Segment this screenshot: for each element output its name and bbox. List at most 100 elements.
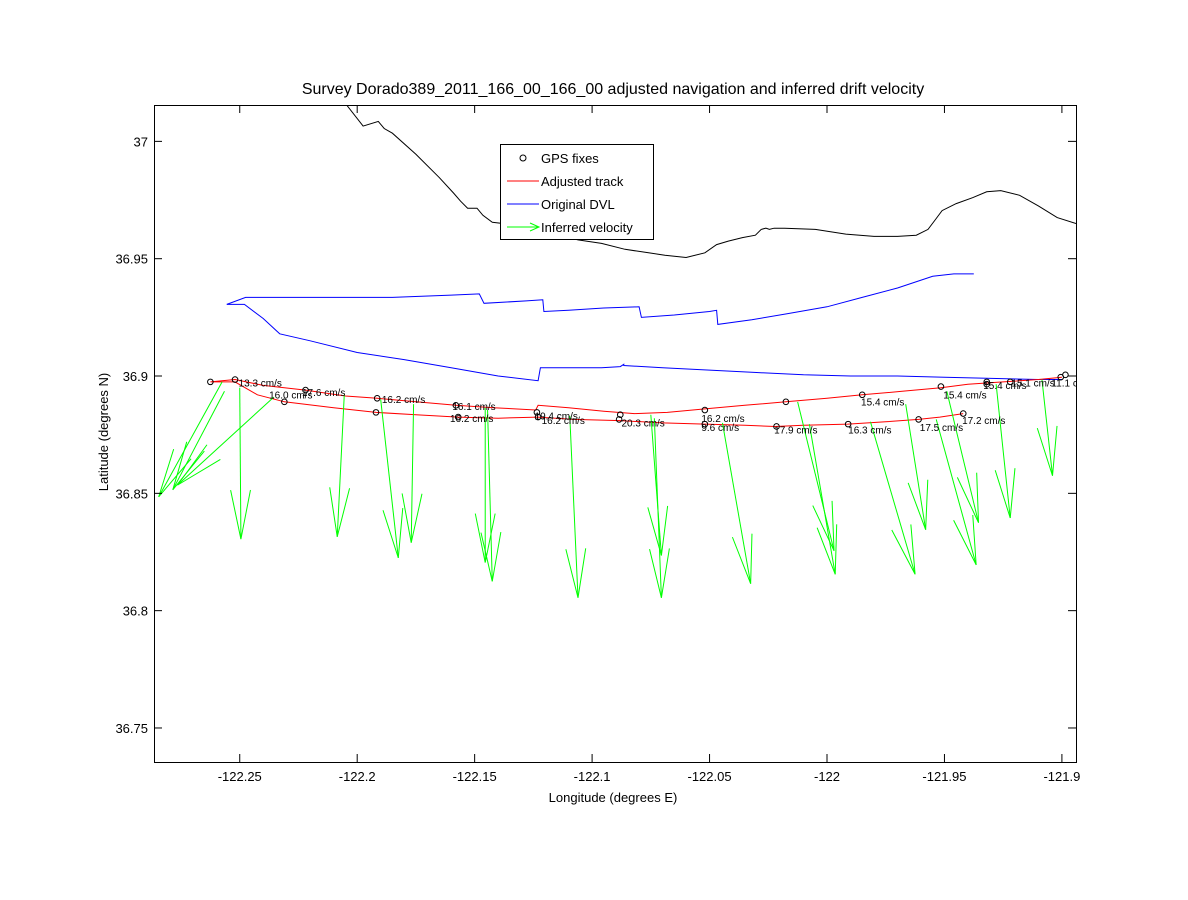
velocity-arrow-20 — [1036, 379, 1058, 476]
velocity-arrow-shaft-18 — [935, 419, 977, 566]
speed-label-2: 16.0 cm/s — [269, 390, 312, 401]
velocity-arrow-19 — [994, 384, 1016, 519]
velocity-arrow-head-15 — [907, 479, 929, 530]
velocity-arrow-head-1 — [172, 441, 205, 491]
y-tick-label-2: 36.85 — [115, 486, 148, 501]
velocity-arrow-head-17 — [956, 472, 980, 523]
speed-label-0: 13.3 cm/s — [239, 379, 282, 390]
gps-fix-13 — [701, 420, 709, 428]
gps-fix-22 — [983, 380, 991, 388]
speed-label-17: 15.4 cm/s — [983, 381, 1026, 392]
velocity-arrow-head-19 — [994, 468, 1016, 519]
adjusted-track-line-4 — [211, 381, 964, 428]
velocity-arrow-10 — [647, 414, 669, 556]
speed-label-5: 16.2 cm/s — [450, 414, 493, 425]
velocity-arrow-12 — [721, 422, 753, 584]
velocity-arrow-shaft-2 — [239, 387, 242, 540]
velocity-arrow-head-0 — [158, 448, 192, 498]
velocity-arrow-head-3 — [177, 444, 221, 486]
velocity-arrow-15 — [905, 404, 929, 530]
x-tick-label-0: -122.25 — [218, 769, 262, 784]
x-axis-label: Longitude (degrees E) — [549, 790, 678, 805]
velocity-arrow-shaft-10 — [650, 414, 662, 556]
speed-label-3: 16.2 cm/s — [382, 395, 425, 406]
gps-fixes-layer — [207, 371, 1069, 430]
y-tick-label-5: 37 — [134, 134, 148, 149]
gps-fix-9 — [534, 413, 542, 421]
velocity-arrow-head-18 — [953, 514, 977, 566]
gps-fix-1 — [231, 376, 239, 383]
velocity-arrow-16 — [869, 421, 916, 575]
coastline-line-0 — [346, 105, 1076, 259]
gps-fix-10 — [616, 411, 624, 419]
velocity-arrow-shaft-11 — [653, 418, 662, 598]
y-tick-label-1: 36.8 — [123, 604, 148, 619]
axes-frame — [154, 105, 1077, 763]
velocity-arrow-5 — [380, 399, 404, 559]
gps-fix-25 — [1062, 371, 1069, 379]
gps-fix-7 — [454, 413, 462, 421]
velocity-arrow-head-11 — [649, 548, 670, 598]
velocity-arrow-shaft-17 — [946, 391, 980, 523]
speed-label-10: 9.6 cm/s — [701, 423, 739, 434]
velocity-arrow-9 — [565, 415, 587, 598]
speed-label-4: 16.1 cm/s — [452, 402, 495, 413]
velocity-arrow-1 — [172, 391, 225, 491]
speed-label-15: 17.5 cm/s — [920, 423, 963, 434]
chart-title: Survey Dorado389_2011_166_00_166_00 adju… — [302, 81, 924, 98]
velocity-arrow-11 — [649, 418, 670, 598]
legend-entry-0: GPS fixes — [519, 151, 599, 166]
velocity-arrow-0 — [158, 381, 223, 498]
y-tick-label-0: 36.75 — [115, 721, 148, 736]
velocity-arrow-head-12 — [731, 533, 753, 584]
x-tick-label-2: -122.15 — [453, 769, 497, 784]
speed-label-12: 16.3 cm/s — [848, 426, 891, 437]
coastline-layer — [346, 105, 1076, 259]
speed-label-7: 16.2 cm/s — [542, 416, 585, 427]
x-tick-label-4: -122.05 — [688, 769, 732, 784]
legend-label-2: Original DVL — [541, 197, 615, 212]
velocity-arrow-shaft-3 — [177, 396, 275, 486]
velocity-arrow-shaft-16 — [869, 421, 916, 575]
y-tick-label-4: 36.95 — [115, 252, 148, 267]
velocity-arrow-head-10 — [647, 505, 669, 556]
gps-fix-20 — [959, 410, 967, 417]
speed-label-8: 20.3 cm/s — [621, 418, 664, 429]
velocity-arrow-6 — [401, 404, 423, 543]
velocity-arrow-shaft-5 — [380, 399, 399, 558]
gps-fix-17 — [858, 391, 866, 399]
original-dvl-layer — [226, 273, 1062, 382]
gps-fix-8 — [533, 409, 541, 416]
legend-entries: GPS fixes Adjusted track Original DVL Infer… — [507, 151, 633, 235]
gps-fix-6 — [452, 402, 460, 409]
velocity-arrow-head-6 — [401, 493, 423, 543]
velocity-arrow-2 — [230, 387, 251, 540]
velocity-arrow-7 — [474, 407, 496, 563]
original-dvl-line-1 — [226, 273, 974, 325]
speed-label-11: 17.9 cm/s — [774, 426, 817, 437]
original-dvl-line-2 — [226, 303, 1062, 382]
speed-label-6: 19.4 cm/s — [535, 411, 578, 422]
gps-fix-11 — [615, 416, 623, 423]
gps-fix-21 — [983, 378, 991, 386]
velocity-arrow-head-7 — [474, 513, 496, 563]
gps-fix-12 — [701, 406, 709, 414]
velocity-arrow-17 — [946, 391, 980, 523]
legend-box — [500, 144, 654, 240]
gps-fix-3 — [302, 386, 309, 394]
gps-fix-18 — [915, 416, 922, 423]
legend-entry-3: Inferred velocity — [507, 220, 633, 235]
x-tick-label-3: -122.1 — [574, 769, 611, 784]
plot-area: 13.3 cm/s17.6 cm/s16.0 cm/s 16.2 cm/s16.1… — [158, 105, 1076, 598]
velocity-arrow-14 — [808, 424, 838, 575]
x-tick-label-6: -121.95 — [922, 769, 966, 784]
velocity-arrow-4 — [329, 394, 351, 537]
velocity-arrow-shaft-4 — [336, 394, 345, 537]
gps-fix-2 — [281, 398, 288, 406]
velocity-layer — [158, 379, 1058, 598]
velocity-arrow-shaft-8 — [487, 410, 493, 582]
velocity-arrow-head-5 — [382, 508, 404, 559]
gps-fix-19 — [937, 383, 945, 390]
